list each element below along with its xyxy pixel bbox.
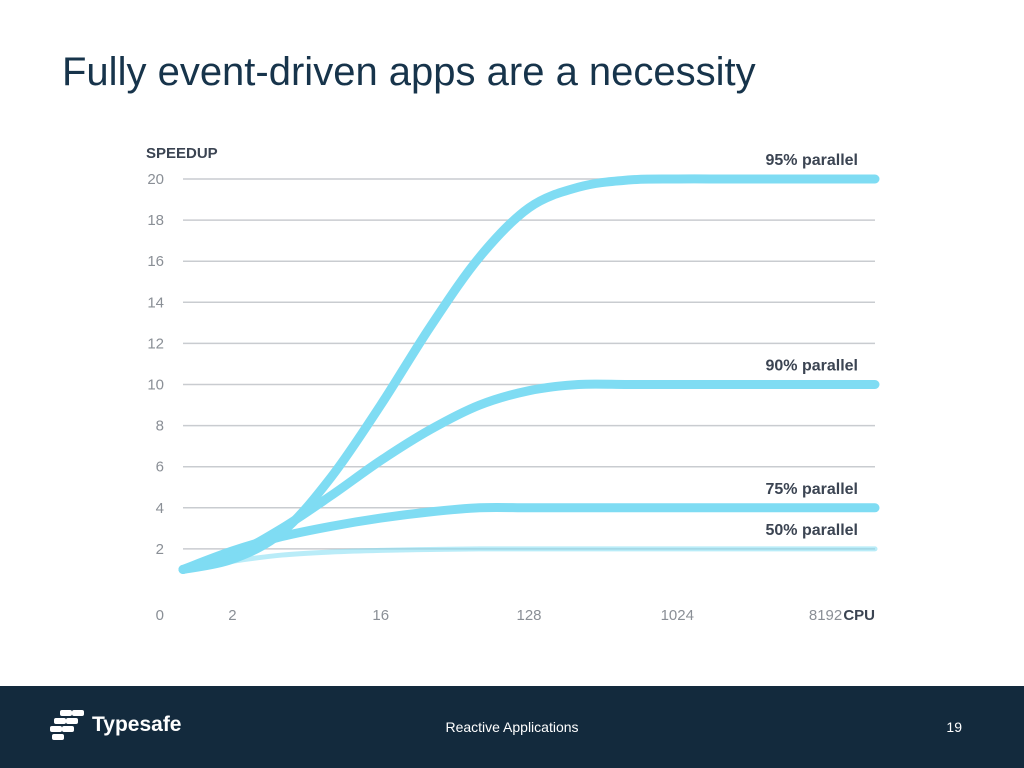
- logo-text: Typesafe: [92, 713, 182, 736]
- x-tick-label: 1024: [661, 607, 694, 624]
- series-label: 95% parallel: [766, 152, 859, 169]
- y-axis-title: SPEEDUP: [146, 145, 218, 162]
- y-tick-label: 18: [147, 212, 164, 229]
- page-number: 19: [946, 719, 962, 735]
- typesafe-logo: Typesafe: [50, 710, 182, 740]
- y-tick-label: 6: [156, 459, 164, 476]
- speedup-chart: SPEEDUP CPU 0 2 4 6 8 10 12 14 16 18 20 2 16 128 1024…: [146, 145, 880, 624]
- series-line-1: [178, 174, 880, 574]
- x-axis-title: CPU: [843, 607, 875, 624]
- y-tick-label: 16: [147, 253, 164, 270]
- slide-title: Fully event-driven apps are a necessity: [62, 50, 756, 94]
- typesafe-logo-icon: [50, 710, 84, 740]
- y-tick-label: 10: [147, 377, 164, 394]
- footer-bar: Typesafe Reactive Applications 19: [0, 686, 1024, 768]
- series-line-2: [178, 379, 880, 574]
- x-tick-label: 8192: [809, 607, 842, 624]
- x-tick-label: 16: [372, 607, 389, 624]
- y-tick-label: 2: [156, 541, 164, 558]
- series-label: 50% parallel: [766, 522, 859, 539]
- series-label: 75% parallel: [766, 481, 859, 498]
- series-line-4: [180, 546, 878, 572]
- y-tick-label: 8: [156, 418, 164, 435]
- y-tick-label: 20: [147, 171, 164, 188]
- x-tick-label: 128: [516, 607, 541, 624]
- y-tick-label: 12: [147, 335, 164, 352]
- footer-title: Reactive Applications: [445, 719, 579, 735]
- series-label: 90% parallel: [766, 358, 859, 375]
- series-line-3: [178, 502, 880, 574]
- y-tick-label: 4: [156, 500, 164, 517]
- y-tick-label: 0: [156, 607, 164, 624]
- y-tick-label: 14: [147, 294, 164, 311]
- x-tick-label: 2: [228, 607, 236, 624]
